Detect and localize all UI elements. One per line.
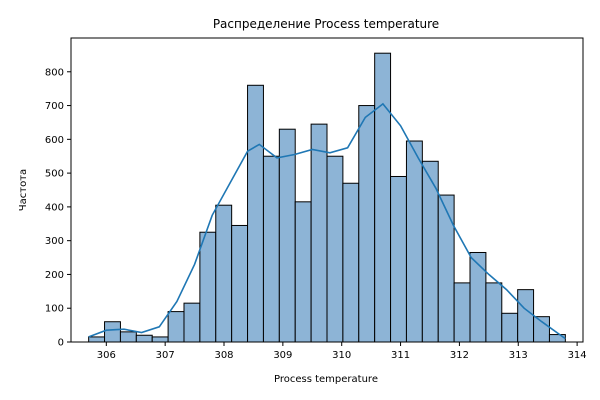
histogram-bar xyxy=(183,302,201,343)
y-tick-label: 500 xyxy=(45,169,64,180)
histogram-bar xyxy=(358,105,376,343)
histogram-bar xyxy=(326,155,344,343)
y-tick-label: 200 xyxy=(45,270,64,281)
y-axis-label: Частота xyxy=(18,169,29,211)
histogram-bar xyxy=(405,140,423,343)
histogram-bar xyxy=(390,175,407,343)
y-tick-label: 700 xyxy=(45,101,64,112)
x-tick-label: 309 xyxy=(273,350,292,361)
y-tick-label: 800 xyxy=(45,67,64,78)
histogram-bar xyxy=(247,84,264,343)
histogram-bar xyxy=(342,182,360,343)
histogram-bar xyxy=(485,282,503,343)
x-tick-label: 312 xyxy=(450,350,469,361)
x-tick-label: 311 xyxy=(391,350,410,361)
y-tick-label: 400 xyxy=(45,202,64,213)
x-tick-label: 306 xyxy=(97,350,116,361)
histogram-bar xyxy=(119,331,137,343)
x-tick-label: 307 xyxy=(156,350,175,361)
y-tick-label: 300 xyxy=(45,236,64,247)
plot-frame xyxy=(70,37,584,343)
histogram-bar xyxy=(310,123,328,343)
histogram-bar xyxy=(104,321,121,343)
histogram-bar xyxy=(501,312,519,343)
histogram-bar xyxy=(437,194,455,343)
y-tick-label: 0 xyxy=(58,338,64,349)
histogram-bar xyxy=(215,204,233,343)
y-tick-label: 100 xyxy=(45,304,64,315)
x-axis-label: Process temperature xyxy=(274,374,378,385)
chart-title: Распределение Process temperature xyxy=(213,17,439,31)
histogram-bar xyxy=(88,336,106,343)
histogram-bar xyxy=(294,201,312,343)
x-tick-label: 308 xyxy=(214,350,233,361)
y-axis-ticks: 0 100 200 300 400 500 600 700 800 xyxy=(45,67,71,349)
histogram-bar xyxy=(548,334,566,343)
kde-curve xyxy=(88,102,566,340)
histogram-bar xyxy=(135,334,153,343)
histogram-bar xyxy=(151,336,169,343)
bars-layer xyxy=(88,52,566,343)
histogram-bar xyxy=(469,251,487,343)
x-tick-label: 310 xyxy=(332,350,351,361)
histogram-bar xyxy=(199,231,217,343)
histogram-bar xyxy=(231,224,249,343)
histogram-bar xyxy=(453,282,471,343)
x-tick-label: 313 xyxy=(509,350,528,361)
histogram-bar xyxy=(278,128,296,343)
histogram-bar xyxy=(517,289,535,343)
y-tick-label: 600 xyxy=(45,135,64,146)
x-tick-label: 314 xyxy=(568,350,587,361)
histogram-bar xyxy=(262,155,280,343)
histogram-bar xyxy=(167,311,185,343)
histogram-bar xyxy=(374,52,392,343)
histogram-bar xyxy=(533,316,550,343)
x-axis-ticks: 306 307 308 309 310 311 312 313 314 xyxy=(97,342,587,361)
